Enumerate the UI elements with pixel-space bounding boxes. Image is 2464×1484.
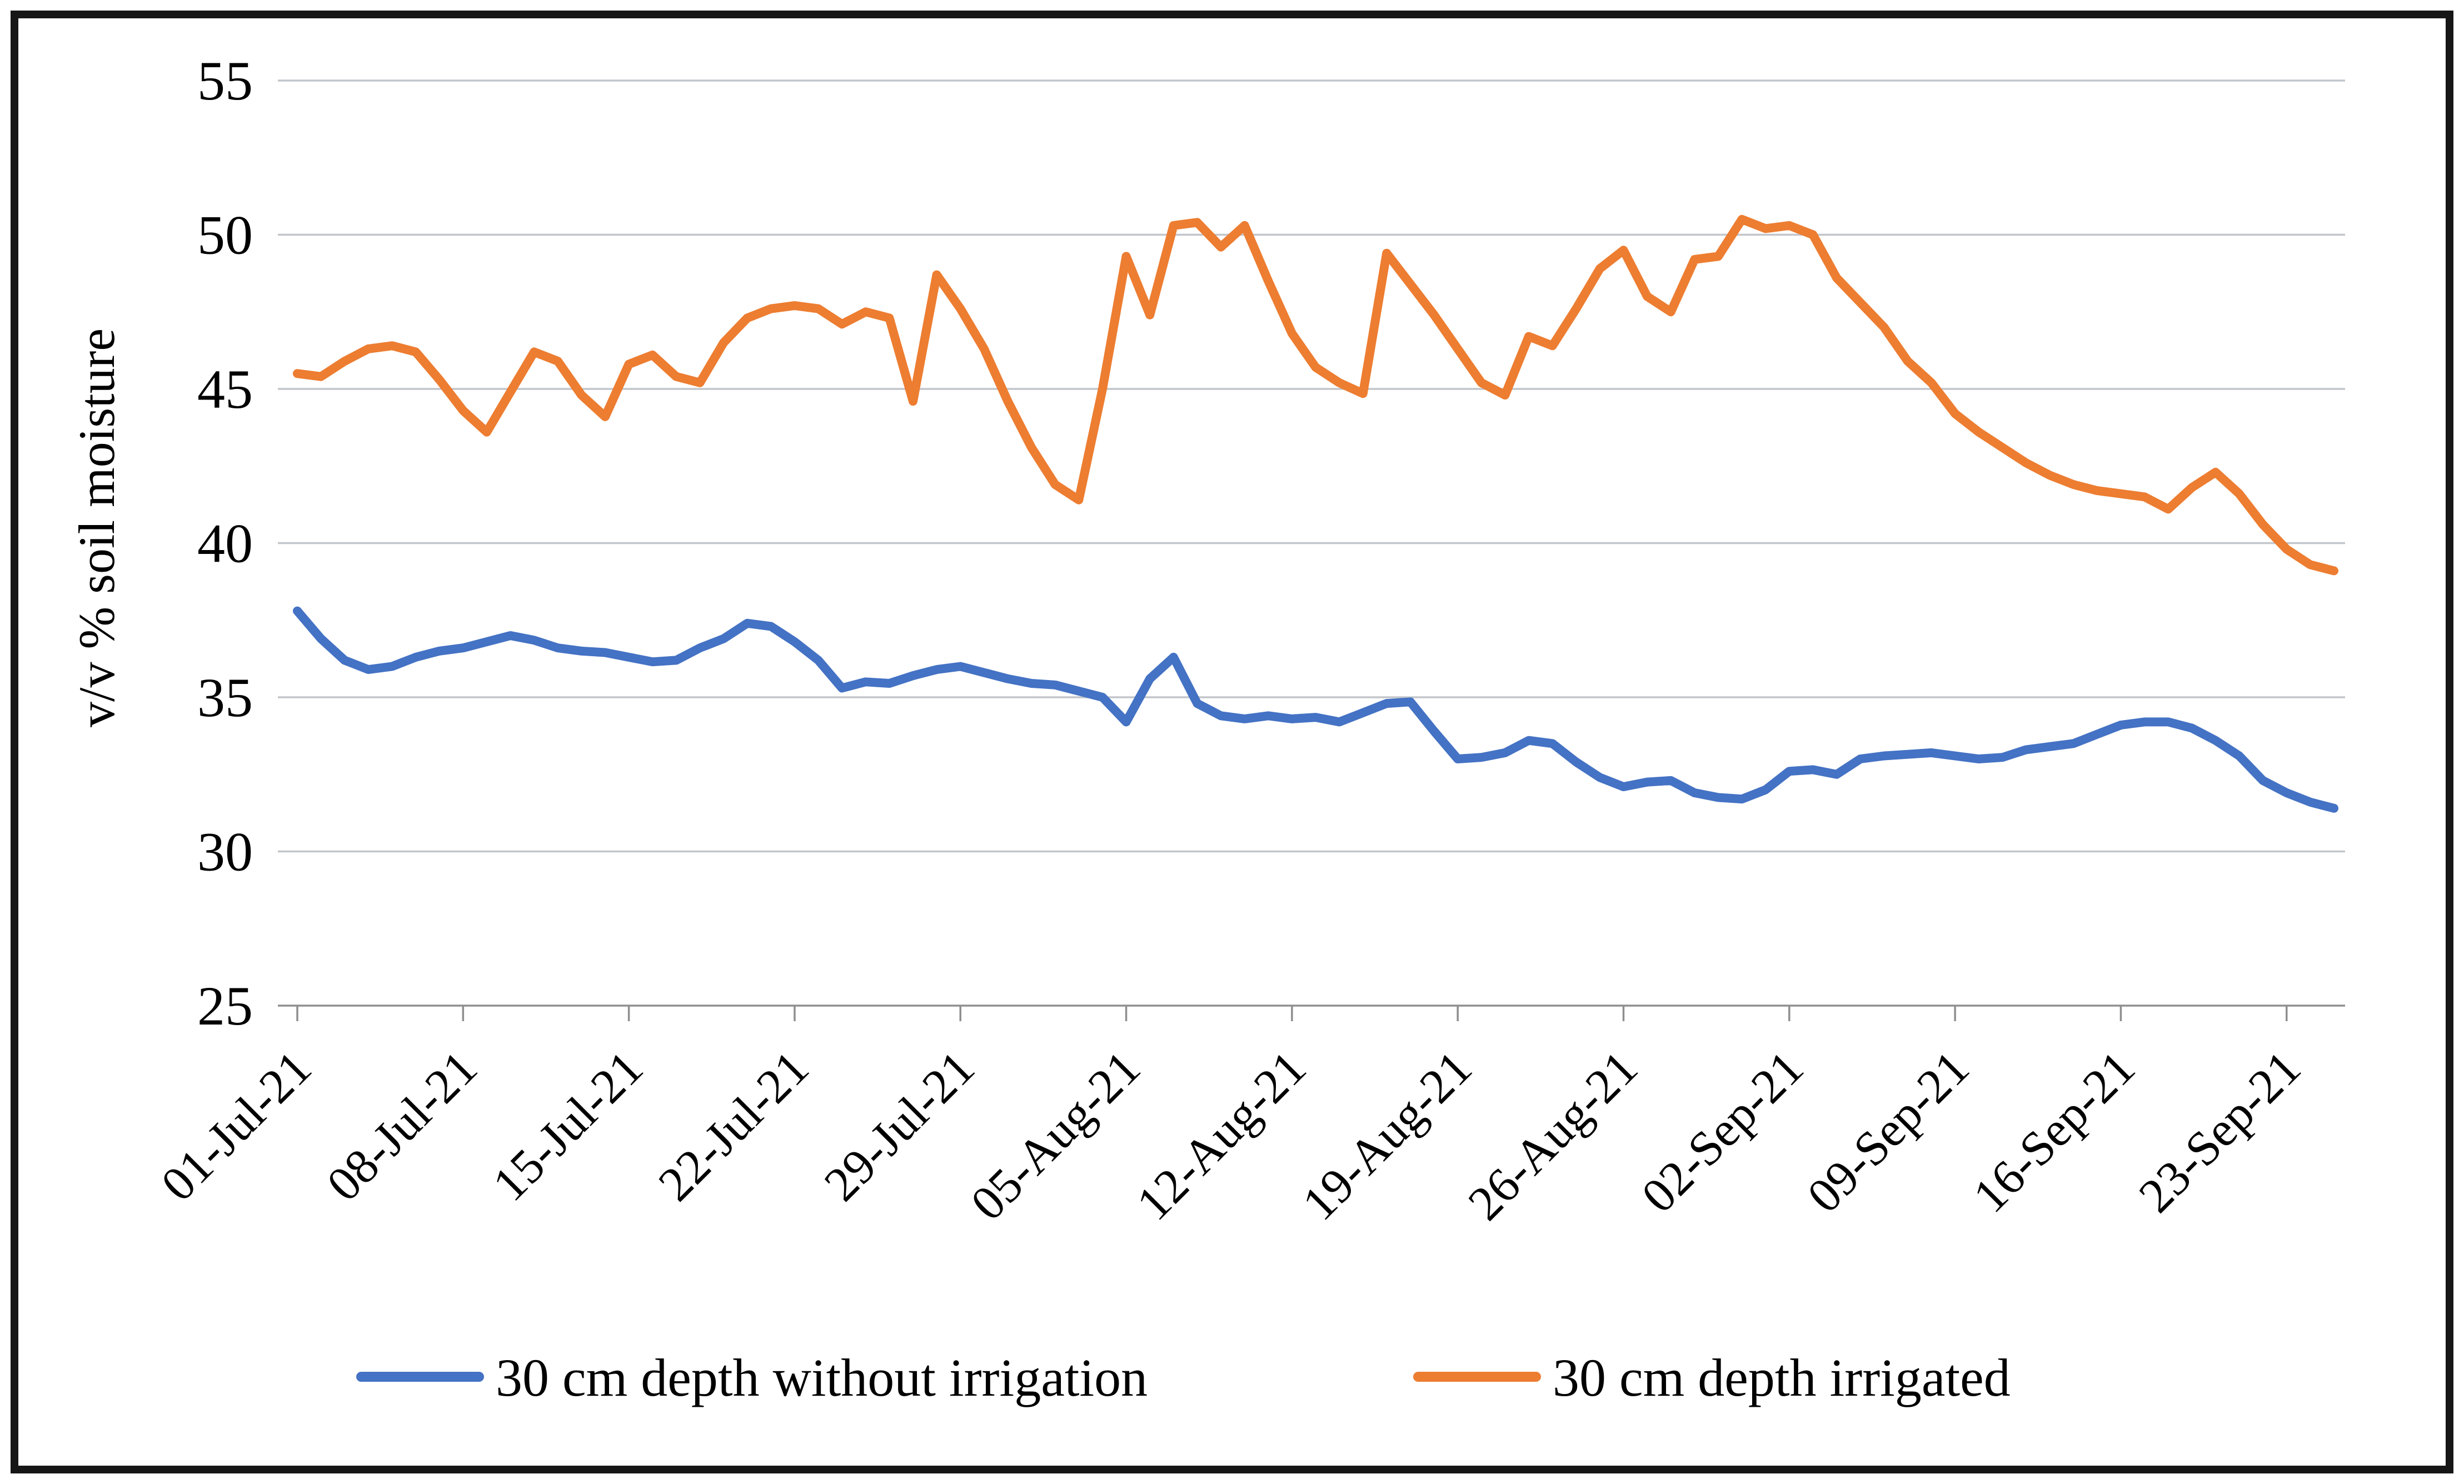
legend: 30 cm depth without irrigation 30 cm dep…	[356, 1348, 2011, 1407]
x-axis-tick-marks	[296, 1006, 2288, 1021]
series-line-1	[293, 214, 2338, 576]
y-tick-label: 40	[197, 513, 253, 574]
y-tick-label: 55	[197, 50, 253, 112]
y-tick-label: 45	[197, 358, 253, 420]
y-tick-label: 35	[197, 667, 253, 728]
y-tick-label: 30	[197, 821, 253, 883]
y-axis-title: v/v % soil moisture	[68, 328, 125, 727]
y-axis-labels: 25 30 35 40 45 50 55	[197, 50, 253, 1037]
y-tick-label: 25	[197, 975, 253, 1037]
legend-label-irrigated: 30 cm depth irrigated	[1553, 1348, 2011, 1407]
legend-label-without-irrigation: 30 cm depth without irrigation	[496, 1348, 1148, 1407]
series-lines	[293, 214, 2338, 813]
y-tick-label: 50	[197, 204, 253, 266]
chart-border	[11, 11, 2453, 1473]
series-line-0	[293, 606, 2338, 813]
